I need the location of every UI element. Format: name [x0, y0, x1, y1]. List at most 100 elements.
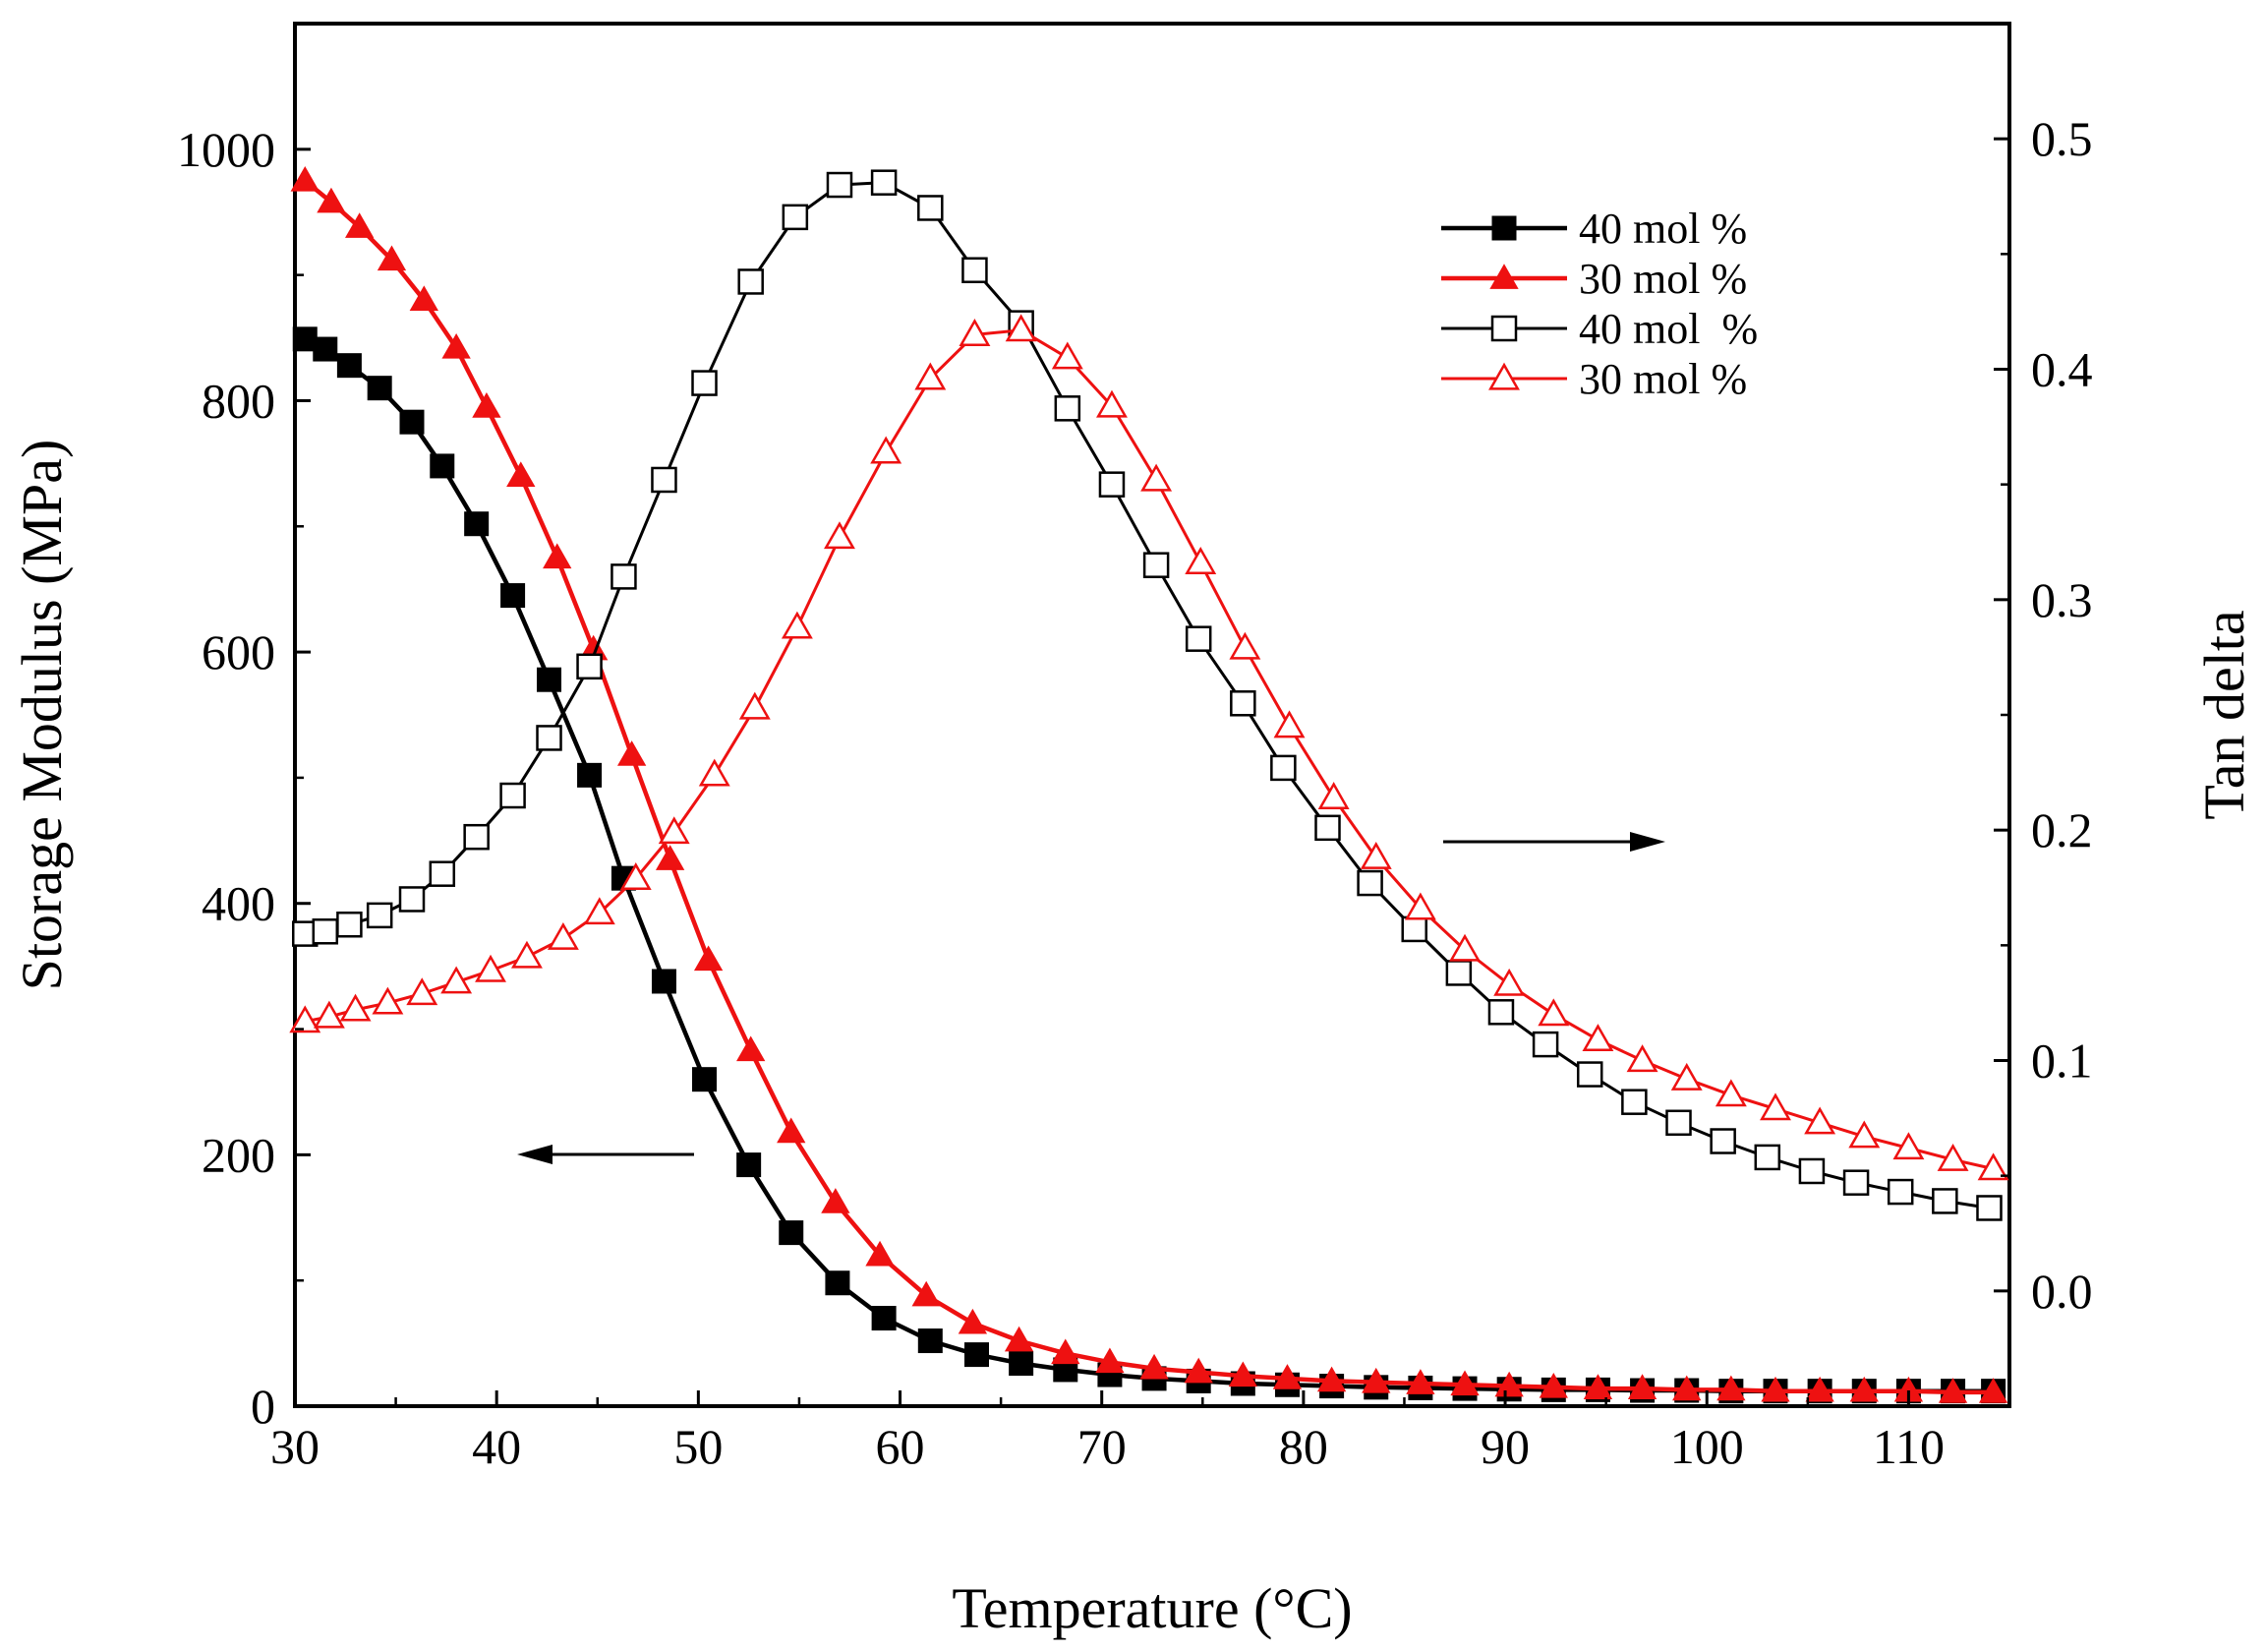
data-point	[736, 1152, 762, 1178]
data-point	[1185, 547, 1217, 574]
x-tick-label: 80	[1279, 1419, 1328, 1474]
data-point	[1532, 1031, 1559, 1058]
data-point	[736, 1035, 766, 1062]
data-point	[1140, 463, 1173, 492]
data-point	[870, 169, 898, 196]
legend-item: 30 mol %	[1441, 355, 1747, 403]
y-right-tick-label: 0.5	[2031, 111, 2093, 166]
data-point	[1184, 1357, 1213, 1384]
data-point	[1976, 1195, 2003, 1221]
data-point	[1272, 1364, 1303, 1389]
data-point	[917, 195, 944, 221]
series-3	[289, 314, 2009, 1181]
legend-label: 40 mol %	[1579, 305, 1758, 353]
data-point	[914, 362, 947, 390]
data-point	[1450, 1370, 1480, 1396]
y-right-tick-label: 0.1	[2031, 1033, 2093, 1089]
data-point	[429, 860, 456, 887]
data-point	[871, 1306, 897, 1331]
data-point	[1185, 625, 1212, 652]
data-point	[289, 1005, 321, 1033]
legend-marker	[1490, 315, 1518, 342]
data-point	[692, 1067, 718, 1092]
data-point	[499, 782, 526, 809]
data-point	[372, 986, 404, 1015]
data-point	[1761, 1376, 1790, 1402]
data-point	[367, 376, 392, 401]
y-left-tick-label: 600	[202, 624, 275, 679]
data-point	[1977, 1152, 2009, 1181]
y-right-tick-label: 0.0	[2031, 1264, 2093, 1319]
data-point	[1848, 1120, 1881, 1149]
data-point	[1360, 841, 1392, 869]
data-point	[577, 762, 603, 788]
data-point	[651, 969, 676, 994]
data-point	[826, 171, 853, 199]
data-point	[430, 453, 455, 479]
data-point	[1228, 1361, 1257, 1387]
y-right-tick-label: 0.3	[2031, 572, 2093, 627]
x-tick-label: 70	[1077, 1419, 1127, 1474]
data-point	[1937, 1143, 1969, 1171]
legend-marker	[1491, 215, 1517, 241]
data-point	[1627, 1374, 1657, 1399]
data-point	[441, 332, 471, 359]
data-point	[1404, 892, 1436, 920]
data-point	[1932, 1188, 1958, 1214]
data-point	[737, 268, 764, 295]
x-tick-label: 50	[673, 1419, 723, 1474]
data-point	[1004, 1326, 1034, 1352]
data-point	[1938, 1378, 1968, 1403]
y-left-tick-label: 1000	[177, 122, 275, 177]
data-point	[825, 1270, 850, 1296]
legend-item: 40 mol %	[1441, 205, 1747, 253]
data-point	[406, 977, 438, 1006]
data-point	[779, 1220, 804, 1246]
data-point	[1670, 1062, 1703, 1091]
data-point	[317, 187, 346, 213]
data-point	[1270, 754, 1297, 782]
legend-item: 30 mol %	[1441, 255, 1747, 303]
data-point	[1621, 1089, 1648, 1115]
data-point	[777, 1117, 806, 1144]
axes-layer: 30 40 50 60 70 80 90 100 110 0 200 400 600 800 1000 0.0…	[177, 22, 2093, 1474]
data-point	[344, 212, 375, 238]
data-point	[1449, 933, 1481, 962]
data-point	[870, 436, 902, 464]
data-point	[963, 1342, 989, 1368]
data-point	[1098, 471, 1126, 498]
data-point	[1493, 968, 1526, 996]
data-point	[693, 945, 724, 972]
legend-label: 30 mol %	[1579, 255, 1747, 303]
x-tick-label: 30	[270, 1419, 320, 1474]
series-1	[290, 165, 2008, 1403]
data-point	[1716, 1375, 1746, 1401]
data-point	[958, 1308, 988, 1334]
data-point	[1487, 999, 1515, 1026]
data-point	[1754, 1144, 1781, 1171]
data-point	[1230, 690, 1256, 717]
data-point	[1805, 1376, 1834, 1402]
data-point	[738, 691, 771, 720]
data-point	[1892, 1132, 1925, 1160]
data-point	[1005, 314, 1037, 342]
y-right-tick-label: 0.2	[2031, 802, 2093, 857]
x-axis-title: Temperature (°C)	[952, 1576, 1352, 1640]
data-point	[409, 285, 438, 312]
data-point	[651, 466, 677, 494]
data-point	[339, 993, 372, 1022]
y-axis-left-title: Storage Modulus (MPa)	[10, 440, 74, 991]
left-axis-arrow	[517, 1145, 694, 1164]
data-point	[821, 1188, 850, 1213]
data-point	[1849, 1376, 1879, 1402]
data-point	[366, 902, 393, 929]
x-tick-label: 90	[1481, 1419, 1530, 1474]
data-point	[655, 845, 685, 870]
data-point	[536, 725, 562, 751]
data-point	[1096, 389, 1128, 418]
y-left-tick-label: 800	[202, 373, 275, 428]
data-point	[1804, 1106, 1836, 1135]
data-point	[399, 409, 425, 435]
data-point	[1357, 869, 1383, 897]
